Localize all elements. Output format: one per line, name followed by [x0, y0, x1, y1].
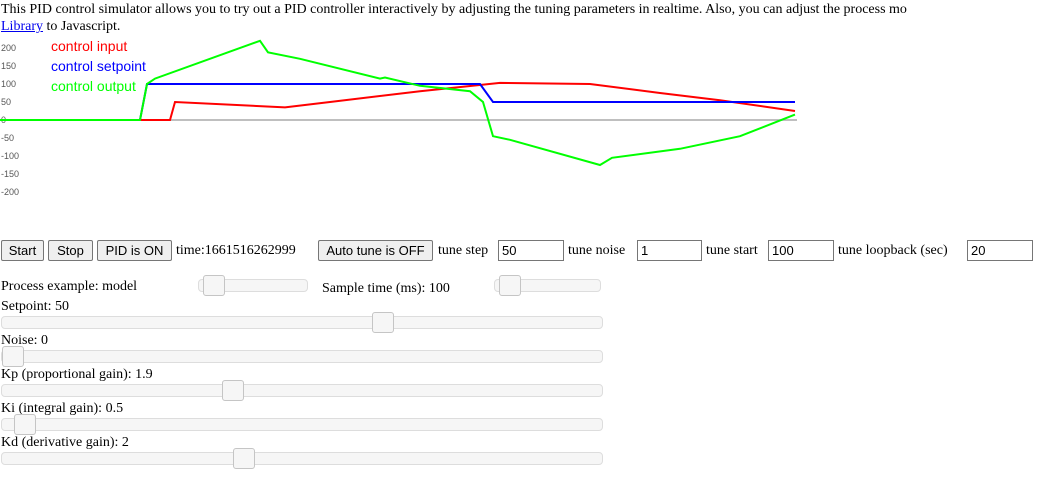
tune-noise-input[interactable] — [637, 240, 702, 261]
setpoint-slider[interactable] — [1, 312, 603, 333]
legend-entry: control output — [51, 78, 136, 94]
noise-slider[interactable] — [1, 346, 603, 367]
ki-slider[interactable] — [1, 414, 603, 435]
legend-entry: control setpoint — [51, 58, 146, 74]
kp-slider[interactable] — [1, 380, 603, 401]
slider-handle[interactable] — [221, 380, 244, 401]
y-tick-label: 150 — [1, 61, 16, 71]
kp-label: Kp (proportional gain): 1.9 — [1, 367, 153, 382]
autotune-toggle-button[interactable]: Auto tune is OFF — [318, 240, 433, 261]
process-example-slider[interactable] — [198, 275, 308, 296]
y-tick-label: -150 — [1, 169, 19, 179]
noise-label: Noise: 0 — [1, 333, 49, 348]
tune-noise-label: tune noise — [568, 243, 626, 258]
kd-slider[interactable] — [1, 448, 603, 469]
intro-line-2: Library to Javascript. — [1, 18, 120, 35]
pid-toggle-button[interactable]: PID is ON — [97, 240, 172, 261]
sample-time-slider[interactable] — [494, 275, 601, 296]
intro-sentence: This PID control simulator allows you to… — [1, 2, 907, 17]
slider-handle[interactable] — [13, 414, 36, 435]
process-example-label: Process example: model — [1, 279, 138, 294]
tune-step-label: tune step — [438, 243, 489, 258]
series-line-control-output — [0, 39, 796, 167]
legend-entry: control input — [51, 38, 127, 54]
intro-tail: to Javascript. — [42, 19, 121, 34]
stop-button[interactable]: Stop — [48, 240, 93, 261]
tune-step-input[interactable] — [498, 240, 564, 261]
start-button[interactable]: Start — [1, 240, 44, 261]
y-tick-label: 100 — [1, 79, 16, 89]
kd-label: Kd (derivative gain): 2 — [1, 435, 129, 450]
sample-time-label: Sample time (ms): 100 — [322, 281, 450, 296]
intro-text: This PID control simulator allows you to… — [1, 1, 1037, 18]
tune-start-label: tune start — [706, 243, 758, 258]
time-readout: time:1661516262999 — [176, 243, 296, 258]
slider-handle[interactable] — [2, 346, 24, 367]
ki-label: Ki (integral gain): 0.5 — [1, 401, 124, 416]
y-tick-label: 200 — [1, 43, 16, 53]
slider-handle[interactable] — [233, 448, 256, 469]
library-link[interactable]: Library — [1, 19, 43, 34]
series-line-control-input — [0, 81, 796, 121]
y-tick-label: -200 — [1, 187, 19, 197]
setpoint-label: Setpoint: 50 — [1, 299, 70, 314]
slider-handle[interactable] — [203, 275, 226, 296]
y-tick-label: -100 — [1, 151, 19, 161]
slider-handle[interactable] — [371, 312, 394, 333]
y-tick-label: 50 — [1, 97, 11, 107]
tune-loopback-label: tune loopback (sec) — [838, 243, 948, 258]
tune-loopback-input[interactable] — [967, 240, 1033, 261]
y-tick-label: -50 — [1, 133, 14, 143]
tune-start-input[interactable] — [768, 240, 834, 261]
slider-handle[interactable] — [499, 275, 522, 296]
